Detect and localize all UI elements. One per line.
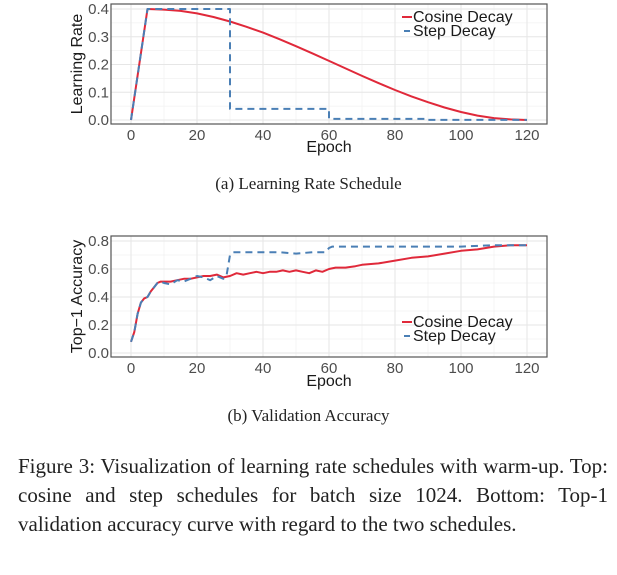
y-tick-label: 0.2 [88,57,109,74]
validation-accuracy-chart: 0 20 40 60 80 100 120 0.0 0.2 0.4 0.6 0.8 Epoch Top−1… [69,233,548,390]
y-axis-label: Top−1 Accuracy [69,240,86,353]
series-line-cosine-decay [130,244,527,343]
x-tick-label: 0 [127,127,135,144]
x-tick-label: 80 [387,360,404,377]
y-tick-label: 0.0 [88,345,109,362]
legend-label: Cosine Decay [413,314,513,331]
subcaption-a: (a) Learning Rate Schedule [215,174,402,193]
series-line-cosine-decay [130,8,528,121]
x-axis-label: Epoch [306,373,351,390]
x-tick-label: 100 [448,360,473,377]
x-tick-label: 80 [387,127,404,144]
subcaption-b: (b) Validation Accuracy [227,406,390,425]
x-tick-label: 40 [255,360,272,377]
legend-label: Step Decay [413,23,496,40]
x-tick-label: 60 [321,127,338,144]
y-tick-label: 0.1 [88,84,109,101]
y-tick-label: 0.2 [88,317,109,334]
y-tick-label: 0.6 [88,261,109,278]
x-tick-label: 120 [514,360,539,377]
y-axis-label: Learning Rate [69,14,86,115]
x-tick-label: 20 [189,127,206,144]
learning-rate-chart: 0 20 40 60 80 100 120 0.0 0.1 0.2 0.3 0.4 Epoch Learn… [69,1,548,156]
y-tick-label: 0.4 [88,1,109,18]
x-tick-label: 40 [255,127,272,144]
x-tick-label: 100 [448,127,473,144]
x-tick-label: 0 [127,360,135,377]
plot-frame [110,3,548,125]
legend-label: Cosine Decay [413,9,513,26]
y-tick-label: 0.3 [88,29,109,46]
legend-label: Step Decay [413,328,496,345]
series-line-step-decay [130,244,527,343]
y-tick-label: 0.0 [88,112,109,129]
x-tick-label: 120 [514,127,539,144]
x-tick-label: 60 [321,360,338,377]
figure-caption: Figure 3: Visualization of learning rate… [18,454,608,536]
x-axis-label: Epoch [306,139,351,156]
y-tick-label: 0.8 [88,233,109,250]
plot-frame [110,235,548,358]
y-tick-label: 0.4 [88,289,109,306]
x-tick-label: 20 [189,360,206,377]
